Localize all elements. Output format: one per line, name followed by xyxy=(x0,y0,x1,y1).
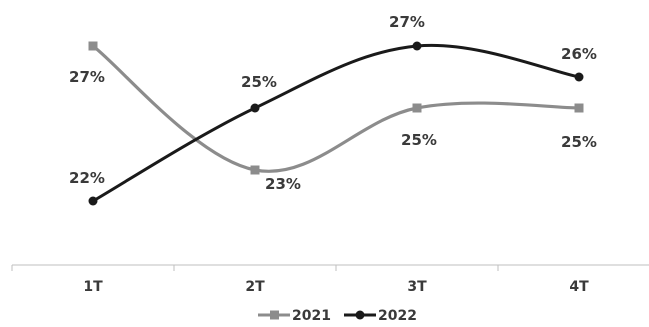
legend-marker-2022 xyxy=(355,310,365,320)
series-2022-point xyxy=(412,41,422,51)
data-label: 22% xyxy=(69,169,105,187)
x-tick-label: 3T xyxy=(407,279,427,295)
data-label: 25% xyxy=(401,131,437,149)
x-axis: 1T 2T 3T 4T xyxy=(11,264,649,295)
series-2021-point xyxy=(412,103,422,113)
series-2021-point xyxy=(250,165,260,175)
x-tick-label: 2T xyxy=(245,279,265,295)
legend-marker-2021 xyxy=(270,310,279,320)
legend: 2021 2022 xyxy=(258,308,417,324)
series-2021-point xyxy=(574,103,584,113)
series-line-2022 xyxy=(92,43,580,203)
data-label: 25% xyxy=(241,73,277,91)
legend-label-2022: 2022 xyxy=(378,308,417,324)
x-tick-label: 1T xyxy=(83,279,103,295)
series-2022-point xyxy=(88,196,98,206)
series-2021-point xyxy=(88,41,98,51)
series-2022-point xyxy=(574,72,584,82)
x-tick-label: 4T xyxy=(569,279,589,295)
series-line-2021 xyxy=(92,44,580,173)
data-label: 26% xyxy=(561,45,597,63)
series-layer xyxy=(88,41,584,206)
series-2022-point xyxy=(250,103,260,113)
data-label: 27% xyxy=(389,13,425,31)
legend-label-2021: 2021 xyxy=(292,308,331,324)
data-label: 27% xyxy=(69,68,105,86)
data-label: 25% xyxy=(561,133,597,151)
data-label: 23% xyxy=(265,175,301,193)
data-labels: 27% 23% 25% 25% 22% 25% 27% 26% xyxy=(69,13,597,193)
